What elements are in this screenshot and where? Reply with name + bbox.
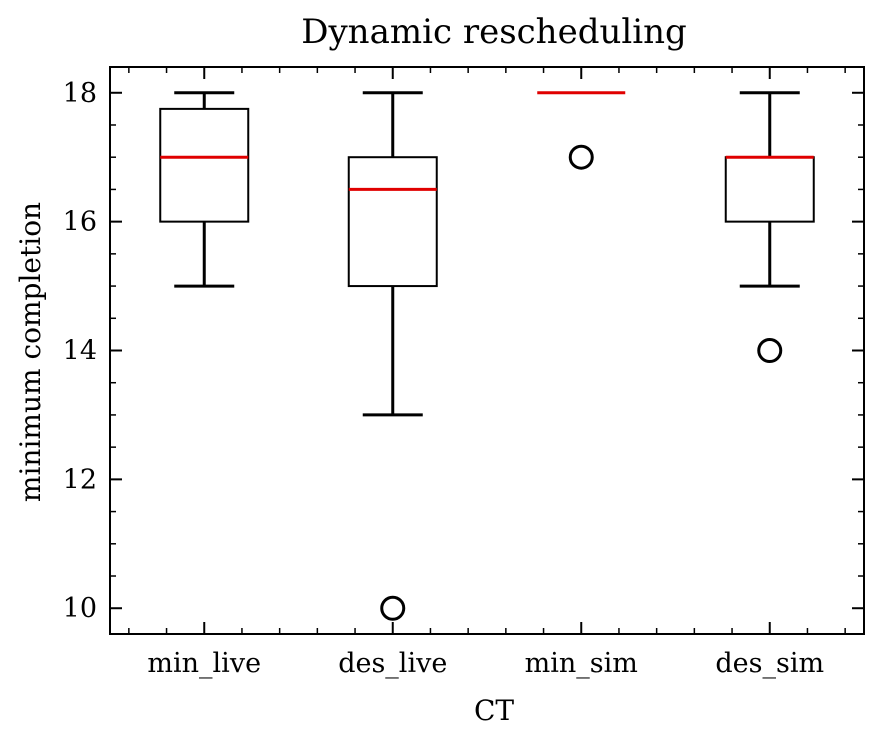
y-tick-label: 10 [63,593,97,624]
y-tick-label: 18 [63,78,97,109]
x-tick-label: des_live [338,648,447,679]
chart-title: Dynamic rescheduling [301,12,687,52]
outlier-point-des_live [380,595,406,621]
x-tick-label: min_live [147,648,261,679]
plot-area: 10 12 14 16 18 min_live des_live min_sim des_sim [63,66,865,679]
plot-frame [109,66,865,635]
x-tick-label: des_sim [715,648,824,679]
box-des_sim [724,156,815,223]
x-tick-label: min_sim [525,648,638,679]
y-tick-label: 16 [63,207,97,238]
outlier-point-min_sim [568,144,594,170]
x-axis-label: CT [474,694,514,727]
y-tick-label: 14 [63,336,97,367]
outlier-point-des_sim [757,338,783,363]
box-min_live [159,107,250,223]
y-tick-label: 12 [63,464,97,495]
box-des_live [347,156,438,288]
y-axis-label: minimum completion [14,202,47,502]
